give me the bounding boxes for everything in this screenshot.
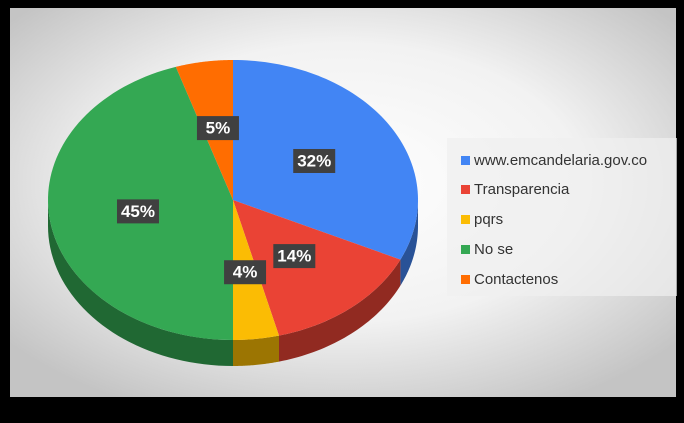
pie-side <box>48 200 233 366</box>
data-label: 5% <box>206 119 231 138</box>
legend-label: pqrs <box>474 211 503 228</box>
legend-swatch <box>461 275 470 284</box>
pie-side <box>233 335 280 366</box>
legend-label: No se <box>474 241 513 258</box>
legend-swatch <box>461 156 470 165</box>
data-label-box <box>196 116 239 141</box>
legend-label: Contactenos <box>474 271 558 288</box>
data-label-box <box>224 260 267 285</box>
legend-swatch <box>461 245 470 254</box>
legend-swatch <box>461 215 470 224</box>
data-label: 45% <box>121 202 155 221</box>
pie-side <box>400 200 418 286</box>
pie-slice <box>233 200 401 336</box>
data-label: 32% <box>297 151 331 170</box>
legend-box <box>447 138 677 296</box>
data-label: 14% <box>277 247 311 266</box>
data-label-box <box>273 244 316 269</box>
data-label-box <box>116 199 159 224</box>
pie-side <box>279 259 401 362</box>
data-label: 4% <box>233 263 258 282</box>
legend-label: Transparencia <box>474 181 570 198</box>
legend-swatch <box>461 185 470 194</box>
data-label-box <box>293 148 336 173</box>
legend-label: www.emcandelaria.gov.co <box>473 152 647 169</box>
